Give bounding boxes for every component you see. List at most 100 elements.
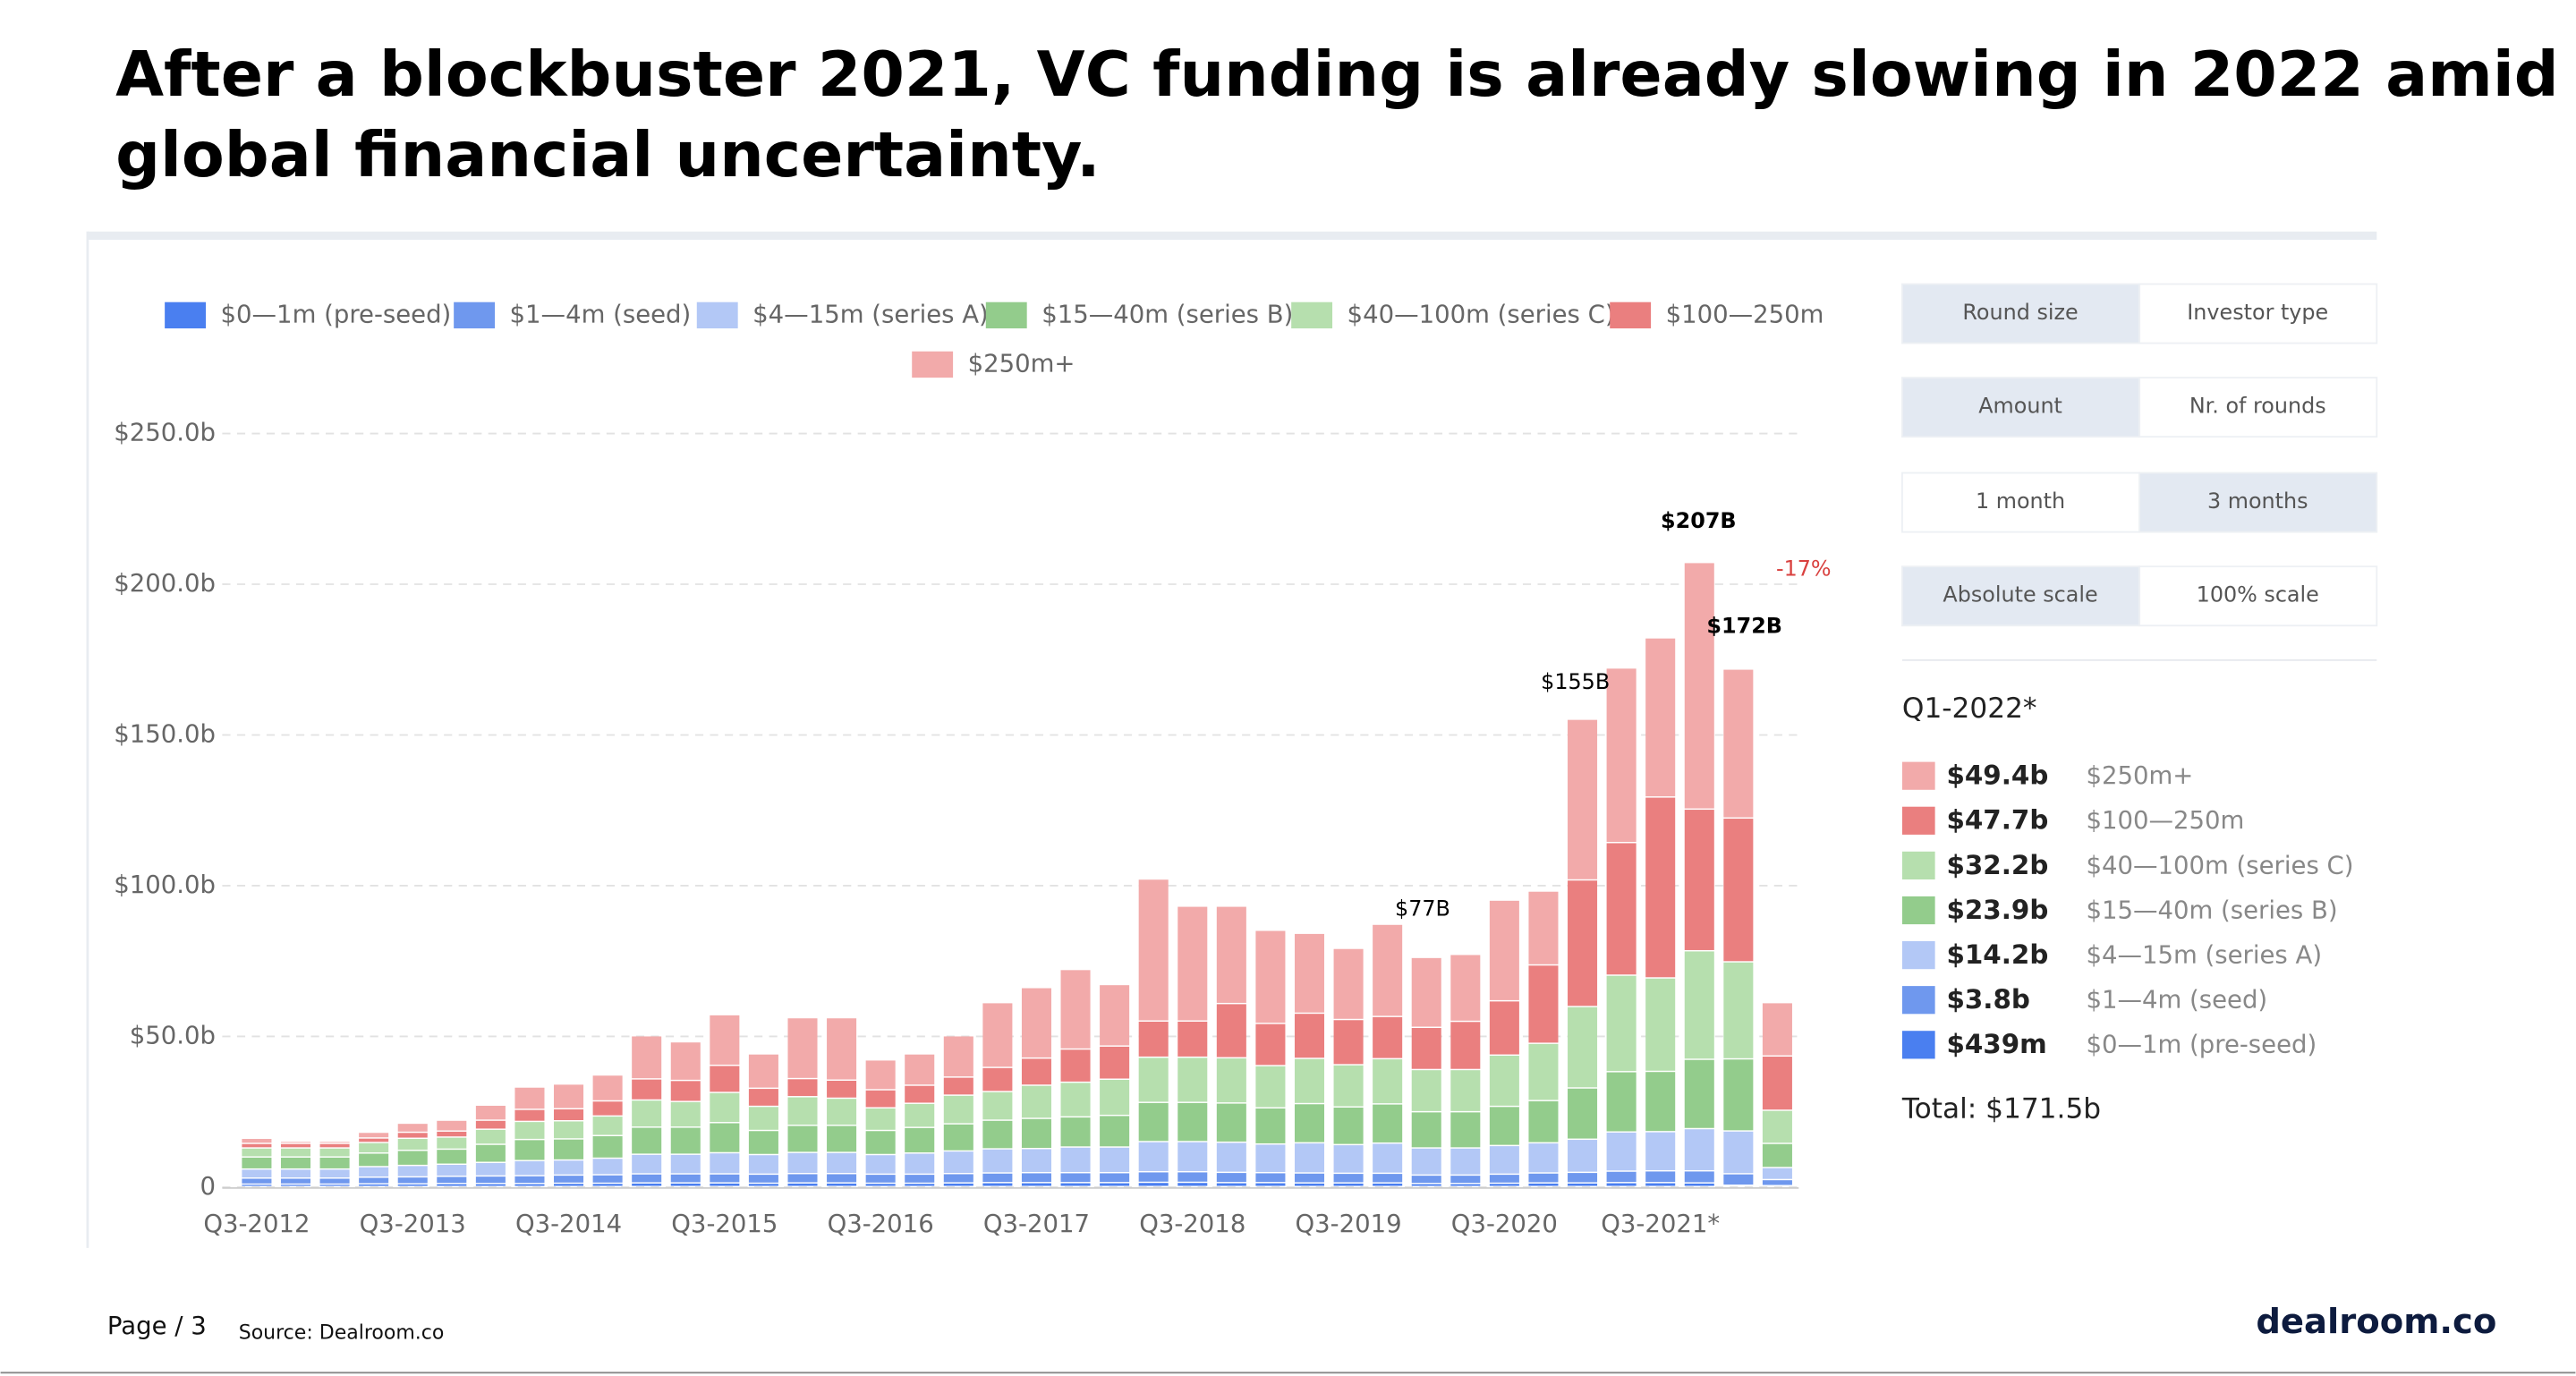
bar-segment	[1333, 948, 1364, 1019]
toggle-button[interactable]	[2138, 377, 2378, 438]
bar-segment	[397, 1151, 428, 1165]
x-tick-label: Q3-2021*	[1601, 1210, 1720, 1238]
breakdown-label: $250m+	[2086, 761, 2193, 790]
bar-segment	[280, 1178, 311, 1184]
bar-segment	[1450, 1070, 1481, 1111]
breakdown-amount: $47.7b	[1946, 805, 2048, 836]
x-tick-label: Q3-2017	[983, 1210, 1090, 1238]
toggle-button[interactable]	[1900, 283, 2141, 344]
bar-segment	[1606, 975, 1637, 1072]
bar-segment	[905, 1054, 935, 1085]
bar-segment	[1373, 1104, 1403, 1142]
bar-segment	[1138, 1172, 1169, 1182]
bar-segment	[1684, 1129, 1714, 1170]
bar-segment	[475, 1176, 506, 1184]
legend-label: $15—40m (series B)	[1041, 300, 1293, 328]
bar-segment	[1723, 1059, 1754, 1131]
bar-segment	[280, 1148, 311, 1157]
bar-segment	[1684, 1059, 1714, 1128]
legend-swatch	[1610, 302, 1652, 329]
toggle-button[interactable]	[1900, 565, 2141, 627]
bar-segment	[1568, 1173, 1598, 1183]
bar-segment	[319, 1148, 350, 1157]
annotation: $155B	[1541, 669, 1610, 694]
bar-segment	[1645, 1072, 1676, 1132]
bar-segment	[1138, 1057, 1169, 1102]
bar-segment	[1100, 1116, 1130, 1147]
bar-segment	[514, 1122, 545, 1139]
bar-segment	[943, 1036, 973, 1077]
bar-segment	[319, 1169, 350, 1178]
y-tick-label: $100.0b	[114, 871, 216, 899]
bar-segment	[1684, 563, 1714, 809]
bar-segment	[905, 1127, 935, 1153]
bar-segment	[359, 1184, 389, 1186]
bar-segment	[475, 1162, 506, 1176]
bar-segment	[359, 1153, 389, 1167]
breakdown-label: $15—40m (series B)	[2086, 896, 2337, 924]
bar-segment	[827, 1125, 857, 1152]
bar-segment	[1606, 843, 1637, 975]
bar-segment	[397, 1124, 428, 1132]
bar-segment	[1021, 1058, 1051, 1085]
bar-segment	[905, 1085, 935, 1103]
breakdown-swatch	[1901, 761, 1935, 790]
bar-segment	[1645, 638, 1676, 797]
y-tick-label: $250.0b	[114, 419, 216, 447]
bar-segment	[319, 1143, 350, 1148]
toggle-button[interactable]	[2138, 565, 2378, 627]
bar-segment	[1762, 1057, 1792, 1110]
title: global financial uncertainty.	[115, 119, 1101, 191]
bar-segment	[554, 1084, 584, 1108]
toggle-button[interactable]	[2138, 283, 2378, 344]
bar-segment	[1411, 1176, 1441, 1184]
bar-segment	[827, 1174, 857, 1183]
bar-segment	[943, 1174, 973, 1183]
bar-segment	[1450, 1148, 1481, 1175]
y-tick-label: $50.0b	[130, 1021, 216, 1049]
bar-segment	[1373, 1143, 1403, 1173]
bar-segment	[1568, 1140, 1598, 1172]
breakdown-label: $0—1m (pre-seed)	[2086, 1031, 2317, 1059]
bar-segment	[748, 1089, 778, 1106]
bar-segment	[1762, 1110, 1792, 1143]
bar-segment	[865, 1060, 896, 1090]
bar-segment	[1568, 719, 1598, 879]
panel-top-border	[87, 231, 2377, 240]
toggle-label: Amount	[1978, 394, 2062, 419]
bar-segment	[1294, 1104, 1325, 1142]
bar-segment	[514, 1087, 545, 1109]
toggle-label: 100% scale	[2197, 582, 2319, 607]
page-number: Page / 3	[107, 1312, 207, 1340]
bar-segment	[1216, 1058, 1246, 1103]
bar-segment	[1606, 668, 1637, 842]
legend-label: $0—1m (pre-seed)	[221, 300, 452, 328]
bar-segment	[982, 1149, 1013, 1173]
bar-segment	[1216, 1173, 1246, 1183]
annotation: $172B	[1706, 614, 1782, 639]
breakdown-swatch	[1901, 986, 1935, 1015]
bar-segment	[1568, 880, 1598, 1007]
bar-segment	[1684, 1171, 1714, 1183]
bar-segment	[1255, 1066, 1286, 1108]
legend-swatch	[696, 302, 738, 329]
bar-segment	[1216, 1183, 1246, 1186]
toggle-label: Nr. of rounds	[2189, 394, 2326, 419]
bar-segment	[1255, 1108, 1286, 1143]
source: Source: Dealroom.co	[239, 1321, 445, 1344]
bar-segment	[1255, 1024, 1286, 1066]
bar-segment	[710, 1015, 740, 1066]
bar-segment	[865, 1090, 896, 1108]
bar-segment	[905, 1175, 935, 1183]
bar-segment	[1489, 1175, 1519, 1183]
bar-segment	[1021, 1149, 1051, 1172]
bar-segment	[1255, 1173, 1286, 1183]
bar-segment	[475, 1144, 506, 1162]
bar-segment	[1177, 1172, 1208, 1182]
toggle-button[interactable]	[2138, 471, 2378, 533]
x-tick-label: Q3-2020	[1451, 1210, 1558, 1238]
bar-segment	[865, 1155, 896, 1174]
bar-segment	[1373, 1059, 1403, 1104]
bar-segment	[1216, 1004, 1246, 1057]
